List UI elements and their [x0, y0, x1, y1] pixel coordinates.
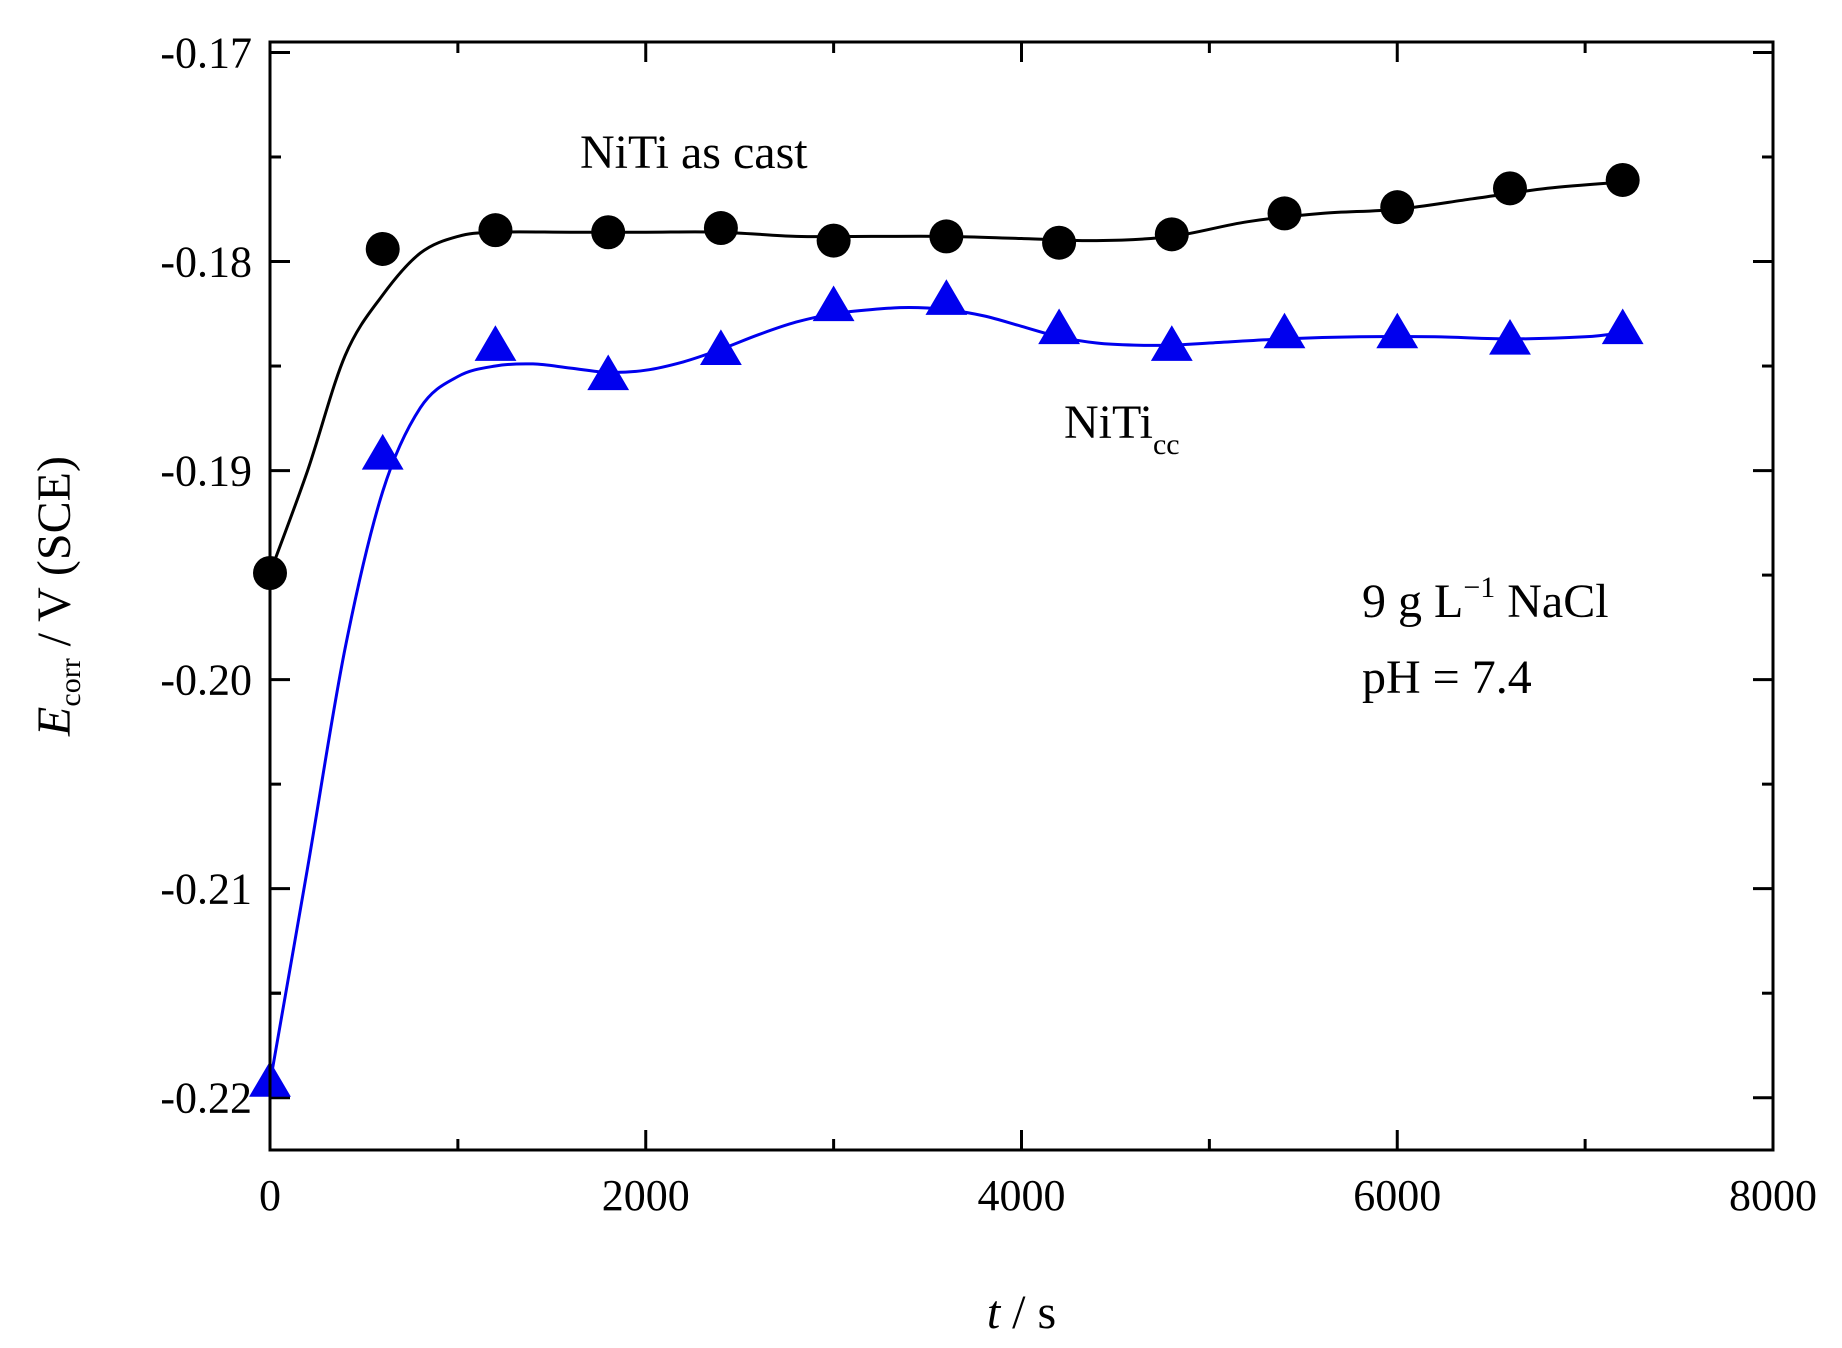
series-1-point — [1038, 308, 1080, 345]
series-0-point — [1042, 225, 1077, 260]
series-1-point — [1376, 312, 1419, 349]
x-tick-label: 4000 — [978, 1171, 1066, 1220]
y-tick-label: -0.22 — [160, 1074, 252, 1123]
y-tick-label: -0.19 — [160, 447, 252, 496]
condition-electrolyte-prefix: 9 g L — [1362, 575, 1463, 628]
series-0-point — [1492, 171, 1527, 206]
y-tick-label: -0.21 — [160, 865, 252, 914]
series-1-point — [925, 279, 968, 315]
series-1-point — [1263, 312, 1306, 349]
y-axis-subscript: corr — [54, 658, 87, 706]
series-label-as-cast: NiTi as cast — [580, 126, 808, 179]
series-1-point — [474, 325, 517, 361]
series-1-point — [587, 354, 630, 391]
x-axis-var: t — [987, 1286, 1002, 1339]
x-axis-unit: s — [1038, 1286, 1057, 1339]
condition-electrolyte-suffix: NaCl — [1495, 575, 1608, 628]
y-tick-label: -0.20 — [160, 656, 252, 705]
series-0-point — [703, 211, 738, 246]
condition-electrolyte-sup: −1 — [1463, 571, 1495, 604]
series-1-point — [361, 433, 404, 470]
x-tick-label: 6000 — [1353, 1171, 1441, 1220]
plot-frame — [268, 40, 1775, 1152]
x-tick-label: 0 — [259, 1171, 281, 1220]
tick-marks — [268, 42, 1775, 1150]
series-0-point — [1605, 162, 1640, 197]
x-axis-title: t / s — [987, 1286, 1056, 1339]
series-0-point — [478, 213, 513, 248]
tick-labels: 0 2000 4000 6000 8000 -0.17 -0.18 -0.19 -0.20 -0.… — [160, 28, 1817, 1220]
y-axis-sep: / — [28, 622, 81, 658]
y-tick-label: -0.18 — [160, 238, 252, 287]
series-1-point — [812, 285, 855, 322]
y-axis-unit: V (SCE) — [28, 456, 81, 622]
series-0-point — [1380, 190, 1415, 225]
series-label-cc-sub: cc — [1153, 428, 1180, 461]
x-axis-sep: / — [1000, 1286, 1037, 1339]
y-tick-label: -0.17 — [160, 28, 252, 77]
series-0-point — [1154, 217, 1189, 252]
series-0-point — [1267, 196, 1302, 231]
series-label-cc: NiTicc — [1064, 396, 1180, 461]
condition-ph: pH = 7.4 — [1362, 651, 1532, 704]
condition-electrolyte: 9 g L−1 NaCl — [1362, 571, 1609, 628]
y-axis-var: E — [28, 707, 81, 737]
series-1-point — [1489, 319, 1531, 355]
series-0-point — [365, 231, 400, 266]
series-1-point — [1601, 308, 1644, 345]
x-tick-label: 8000 — [1729, 1171, 1817, 1220]
y-axis-title: Ecorr / V (SCE) — [28, 456, 87, 737]
series-0-point — [929, 219, 964, 254]
series-label-cc-main: NiTi — [1064, 396, 1153, 449]
series-0-point — [591, 215, 626, 250]
series-1-point — [1150, 325, 1193, 361]
x-tick-label: 2000 — [602, 1171, 690, 1220]
series-1-point — [700, 329, 742, 365]
data-markers — [249, 162, 1644, 1097]
series-0-point — [816, 223, 851, 258]
